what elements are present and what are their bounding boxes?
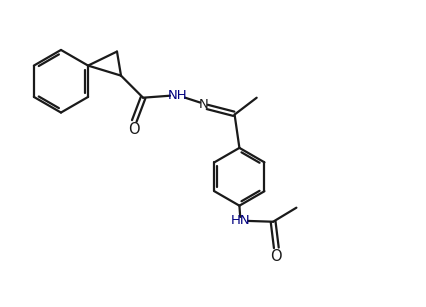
Text: HN: HN	[230, 214, 250, 227]
Text: O: O	[270, 249, 282, 264]
Text: N: N	[198, 98, 207, 111]
Text: O: O	[128, 122, 140, 137]
Text: NH: NH	[167, 89, 187, 102]
